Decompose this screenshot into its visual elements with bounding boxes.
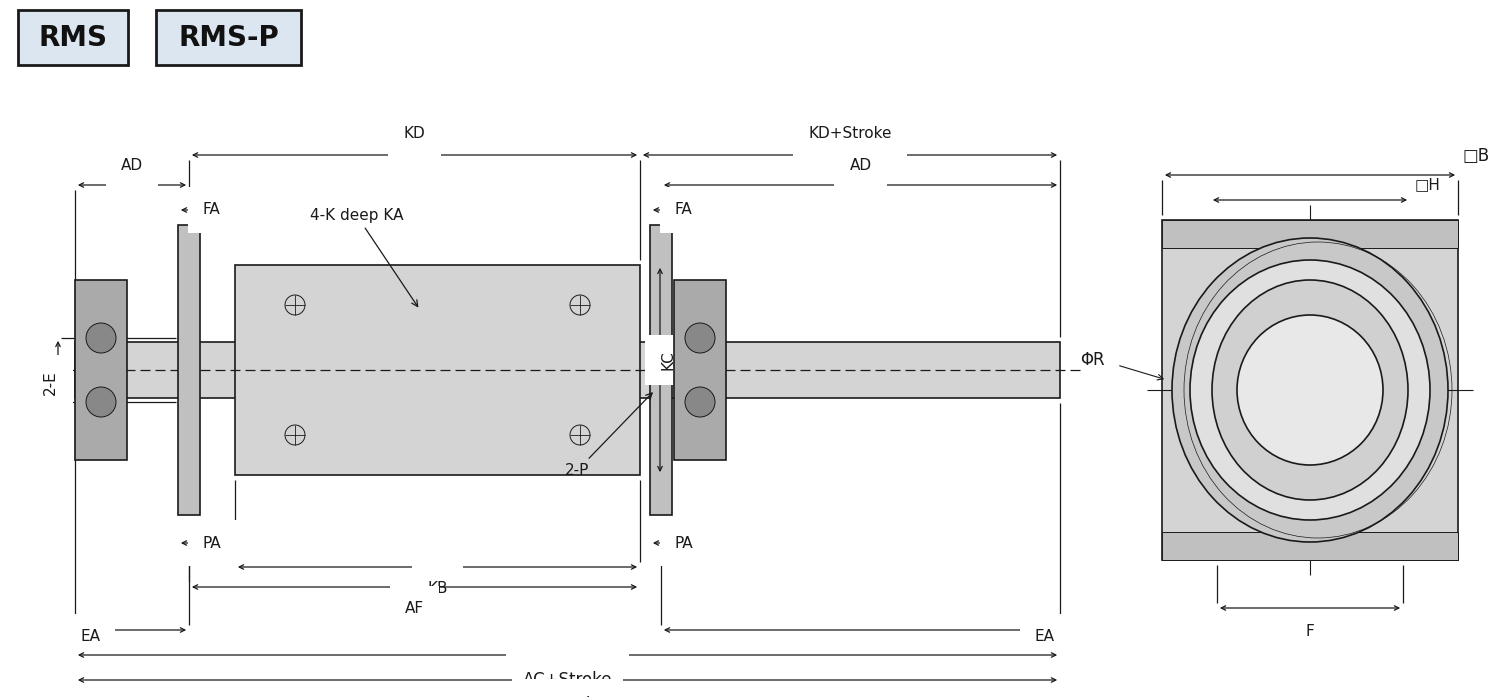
- Text: 2-P: 2-P: [565, 393, 652, 478]
- Bar: [650, 225, 673, 515]
- Text: KD: KD: [403, 126, 425, 141]
- Ellipse shape: [85, 323, 115, 353]
- Text: □B: □B: [1464, 147, 1491, 165]
- Text: EA: EA: [1035, 629, 1055, 644]
- Text: KD+Stroke: KD+Stroke: [809, 126, 891, 141]
- Text: ΦR: ΦR: [1080, 351, 1104, 369]
- Bar: [1162, 532, 1458, 560]
- Text: RMS: RMS: [39, 24, 108, 52]
- Text: AD: AD: [849, 158, 872, 173]
- Text: A+Stroke: A+Stroke: [529, 696, 607, 697]
- Text: KC: KC: [661, 351, 676, 370]
- Ellipse shape: [1189, 260, 1431, 520]
- Ellipse shape: [685, 387, 715, 417]
- Bar: [1162, 220, 1458, 248]
- Text: PA: PA: [204, 535, 222, 551]
- Text: EA: EA: [79, 629, 100, 644]
- Bar: [674, 280, 727, 460]
- Text: AD: AD: [121, 158, 144, 173]
- Text: RMS-P: RMS-P: [178, 24, 279, 52]
- Bar: [1162, 220, 1458, 560]
- Text: KB: KB: [427, 581, 448, 596]
- Bar: [18, 10, 127, 65]
- Text: F: F: [1306, 624, 1314, 639]
- Text: AC+Stroke: AC+Stroke: [523, 671, 613, 689]
- Bar: [75, 280, 127, 460]
- Ellipse shape: [85, 387, 115, 417]
- Ellipse shape: [1237, 315, 1383, 465]
- Ellipse shape: [685, 323, 715, 353]
- Ellipse shape: [1212, 280, 1408, 500]
- Text: AF: AF: [404, 601, 424, 616]
- Text: PA: PA: [676, 535, 694, 551]
- Text: □H: □H: [1416, 177, 1441, 192]
- Bar: [156, 10, 301, 65]
- Text: 4-K deep KA: 4-K deep KA: [310, 208, 418, 307]
- Bar: [178, 225, 201, 515]
- Ellipse shape: [1171, 238, 1449, 542]
- Bar: [235, 265, 640, 475]
- Text: 2-E: 2-E: [42, 370, 57, 395]
- Text: FA: FA: [204, 203, 220, 217]
- Bar: [75, 342, 1061, 398]
- Text: FA: FA: [676, 203, 692, 217]
